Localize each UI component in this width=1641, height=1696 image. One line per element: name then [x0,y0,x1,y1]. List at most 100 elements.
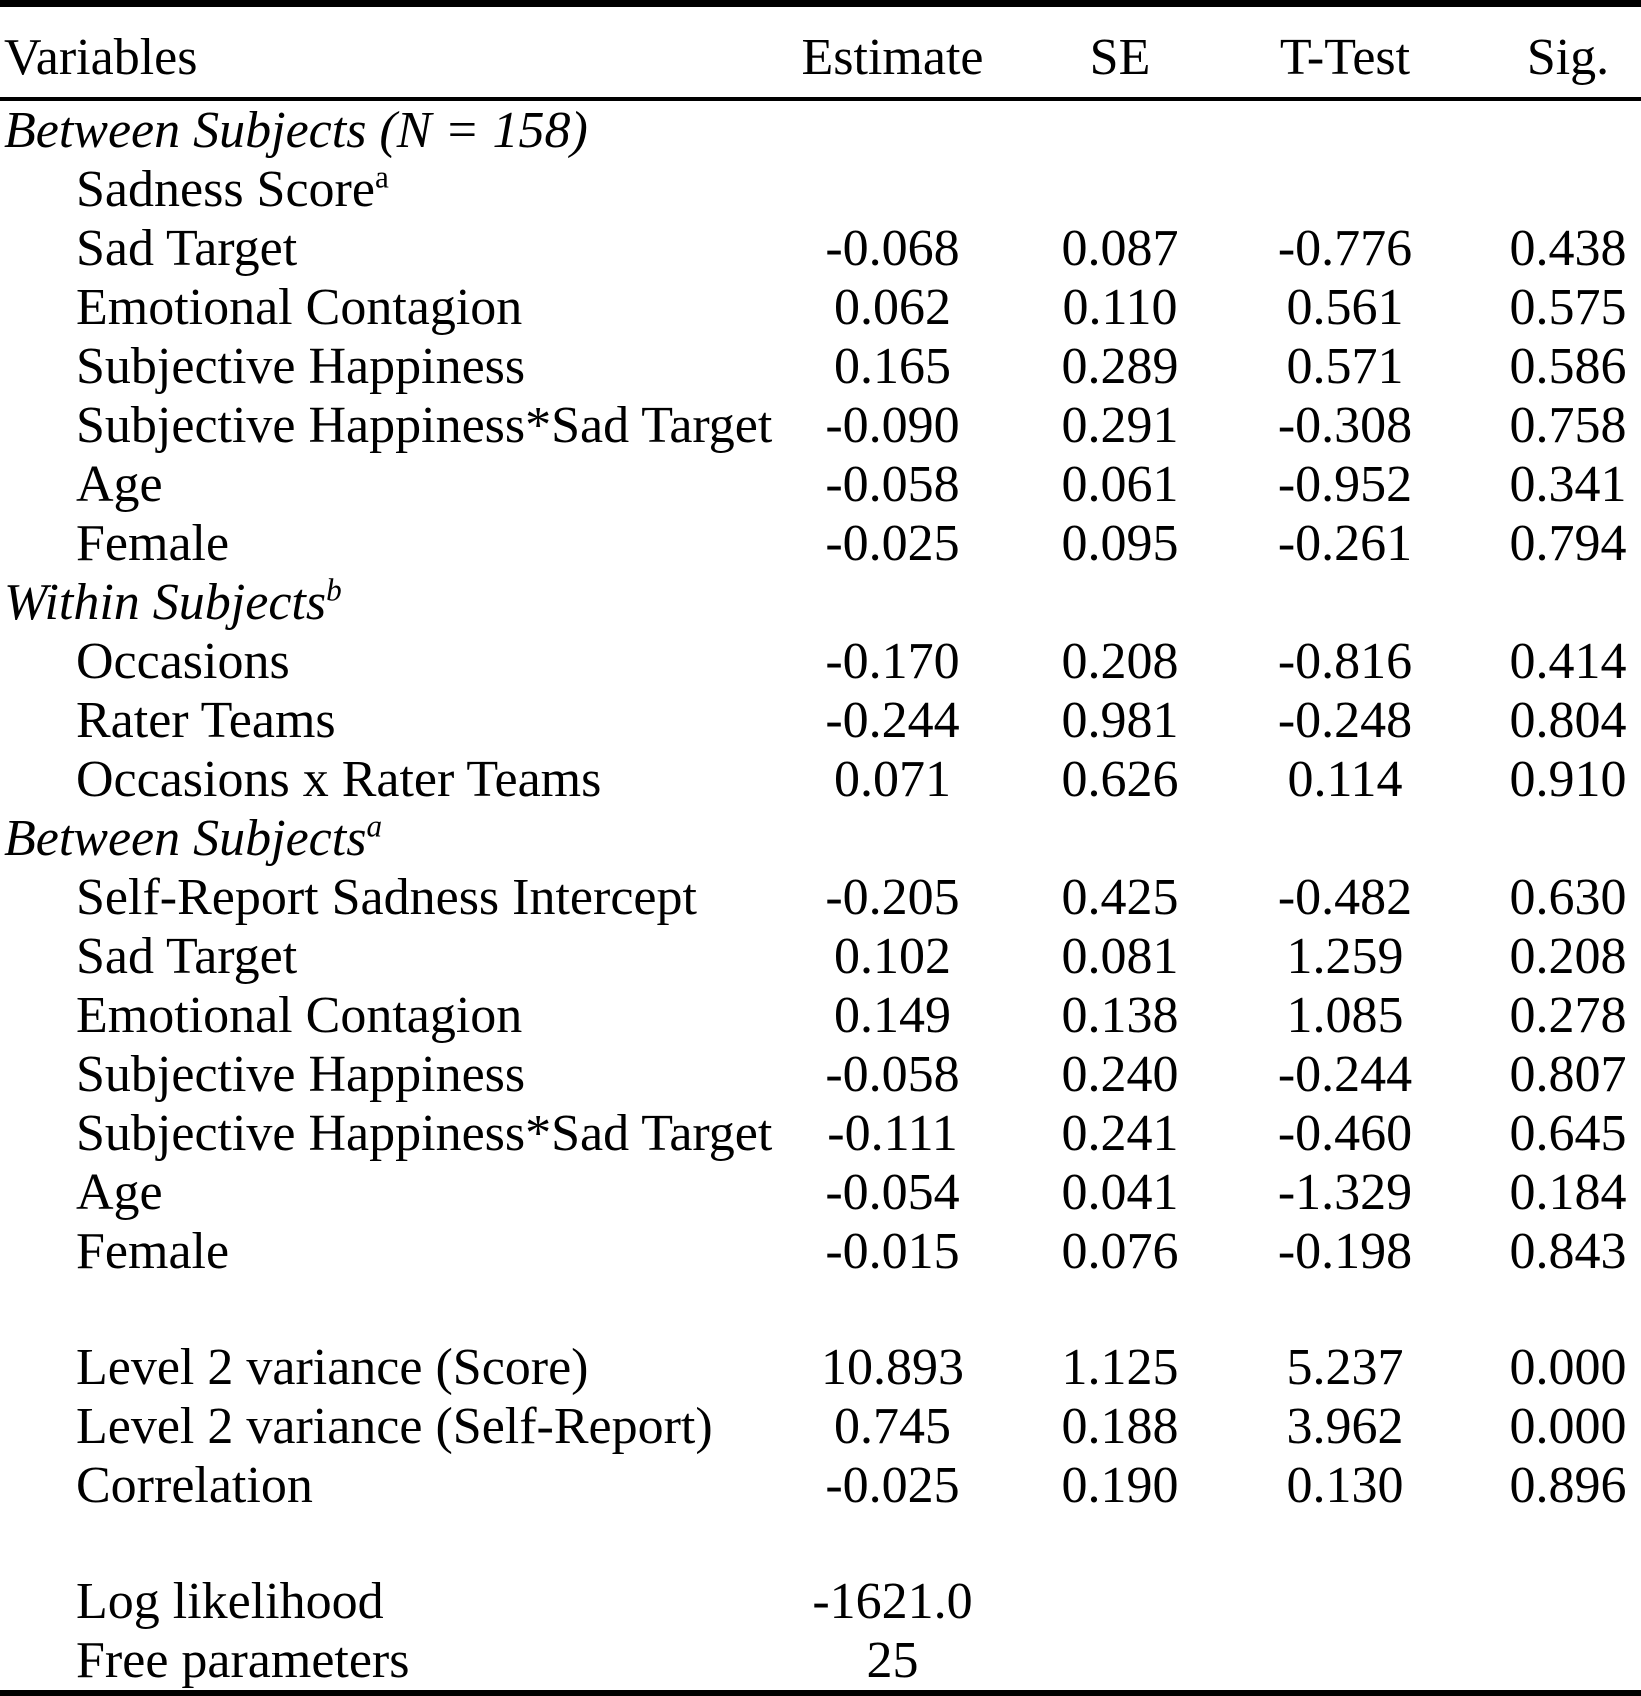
cell-ttest: -0.482 [1277,869,1413,926]
cell-se: 0.208 [1061,633,1179,690]
cell-ttest: -0.261 [1277,515,1413,572]
cell-ttest: 0.130 [1286,1457,1404,1514]
spacer-cell [0,1515,1641,1572]
cell-estimate: 0.745 [834,1398,951,1455]
cell-estimate [780,809,1005,868]
section-row: Within Subjectsb [0,573,1641,632]
cell-sig [1455,99,1641,160]
cell-ttest [1235,99,1455,160]
cell-estimate: -0.205 [825,869,960,926]
cell-estimate [780,160,1005,219]
cell-estimate: 0.149 [834,987,951,1044]
cell-estimate: -0.111 [827,1105,958,1162]
cell-estimate: -0.058 [825,1046,960,1103]
variable-label: Emotional Contagion [76,987,523,1044]
section-label: Between Subjectsa [4,808,383,867]
cell-ttest: -0.308 [1277,397,1413,454]
cell-estimate: -0.058 [825,456,960,513]
cell-sig [1455,160,1641,219]
column-header-se: SE [1089,29,1151,86]
cell-se: 0.241 [1061,1105,1179,1162]
table-row: Age -0.058 0.061 -0.952 0.341 [0,455,1641,514]
table-row: Emotional Contagion 0.149 0.138 1.085 0.278 [0,986,1641,1045]
spacer-row [0,1515,1641,1572]
cell-sig: 0.630 [1509,869,1627,926]
variable-label: Sadness Scorea [76,159,389,218]
cell-se [1005,1572,1235,1631]
cell-estimate: 0.062 [834,279,951,336]
cell-se: 0.061 [1061,456,1179,513]
cell-estimate: -1621.0 [812,1573,973,1630]
column-header-sig: Sig. [1526,29,1610,86]
cell-ttest [1235,1572,1455,1631]
cell-estimate: -0.025 [825,515,960,572]
variable-label: Rater Teams [76,692,336,749]
cell-sig: 0.896 [1509,1457,1627,1514]
cell-estimate: 0.102 [834,928,951,985]
section-label: Between Subjects (N = 158) [4,102,588,159]
variable-label: Female [76,515,230,572]
cell-sig: 0.804 [1509,692,1627,749]
section-row: Between Subjects (N = 158) [0,99,1641,160]
cell-ttest: -0.816 [1277,633,1413,690]
cell-sig: 0.645 [1509,1105,1627,1162]
table-row: Self-Report Sadness Intercept -0.205 0.425… [0,868,1641,927]
cell-estimate: -0.068 [825,220,960,277]
cell-ttest: 1.085 [1286,987,1404,1044]
cell-sig [1455,1631,1641,1693]
cell-sig: 0.807 [1509,1046,1627,1103]
cell-estimate [780,573,1005,632]
table-row: Subjective Happiness*Sad Target -0.111 0.2… [0,1104,1641,1163]
table-row: Level 2 variance (Self-Report) 0.745 0.188… [0,1397,1641,1456]
cell-se: 1.125 [1061,1339,1179,1396]
table-row: Occasions x Rater Teams 0.071 0.626 0.114 0.… [0,750,1641,809]
table-row: Level 2 variance (Score) 10.893 1.125 5.237… [0,1338,1641,1397]
variable-label: Level 2 variance (Score) [76,1339,589,1396]
cell-estimate: 10.893 [821,1339,964,1396]
table-header: Variables Estimate SE T-Test Sig. [0,4,1641,99]
table-row: Female -0.025 0.095 -0.261 0.794 [0,514,1641,573]
cell-ttest: 0.571 [1286,338,1404,395]
cell-ttest [1235,573,1455,632]
cell-se [1005,573,1235,632]
table-row: Correlation -0.025 0.190 0.130 0.896 [0,1456,1641,1515]
variable-label: Free parameters [76,1632,410,1689]
cell-se [1005,99,1235,160]
table-row: Log likelihood -1621.0 [0,1572,1641,1631]
cell-estimate: 0.165 [834,338,951,395]
column-header-variables: Variables [4,29,198,86]
variable-label: Subjective Happiness [76,1046,526,1103]
cell-ttest: -0.776 [1277,220,1413,277]
variable-label: Subjective Happiness*Sad Target [76,397,773,454]
table-row: Female -0.015 0.076 -0.198 0.843 [0,1222,1641,1281]
cell-estimate: -0.015 [825,1223,960,1280]
cell-se: 0.190 [1061,1457,1179,1514]
cell-ttest: -0.198 [1277,1223,1413,1280]
variable-label: Occasions x Rater Teams [76,751,602,808]
cell-ttest [1235,160,1455,219]
variable-label: Age [76,1164,163,1221]
table-row: Rater Teams -0.244 0.981 -0.248 0.804 [0,691,1641,750]
section-label: Within Subjectsb [4,572,342,631]
cell-sig: 0.843 [1509,1223,1627,1280]
variable-label: Female [76,1223,230,1280]
cell-se: 0.041 [1061,1164,1179,1221]
variable-label: Occasions [76,633,290,690]
cell-se: 0.138 [1061,987,1179,1044]
cell-estimate: -0.170 [825,633,960,690]
cell-sig: 0.575 [1509,279,1627,336]
footnote-superscript: b [326,572,342,608]
variable-label: Log likelihood [76,1573,384,1630]
cell-sig: 0.341 [1509,456,1627,513]
cell-sig: 0.000 [1509,1398,1627,1455]
cell-se: 0.240 [1061,1046,1179,1103]
header-row: Variables Estimate SE T-Test Sig. [0,4,1641,99]
spacer-row [0,1281,1641,1338]
table-row: Sadness Scorea [0,160,1641,219]
cell-ttest: -0.244 [1277,1046,1413,1103]
table-row: Subjective Happiness*Sad Target -0.090 0.2… [0,396,1641,455]
cell-estimate: -0.025 [825,1457,960,1514]
table-body: Between Subjects (N = 158) Sadness Scorea… [0,99,1641,1693]
cell-estimate [780,99,1005,160]
